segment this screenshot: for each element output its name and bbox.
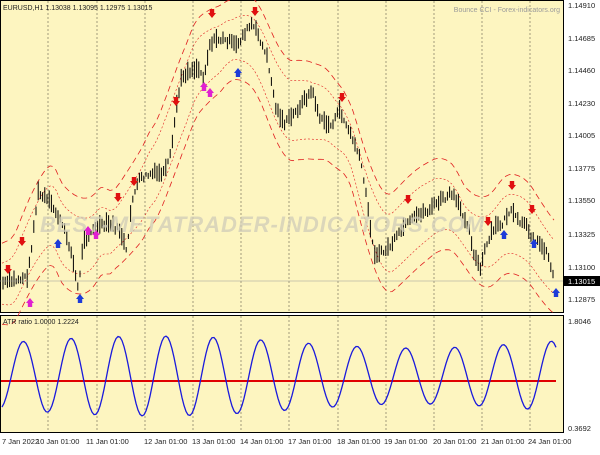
sell-arrow-icon xyxy=(251,7,259,16)
buy-arrow-icon xyxy=(500,230,508,239)
time-label: 20 Jan 01:00 xyxy=(433,437,476,446)
sub-window-frame xyxy=(0,315,564,433)
sell-arrow-icon xyxy=(528,205,536,214)
sell-arrow-icon xyxy=(4,265,12,274)
buy-arrow-icon xyxy=(206,88,214,97)
price-label: 1.12875 xyxy=(568,295,595,304)
buy-arrow-icon xyxy=(200,82,208,91)
time-label: 7 Jan 2022 xyxy=(2,437,39,446)
sub-window-min-label: 0.3692 xyxy=(568,424,591,433)
price-label: 1.13100 xyxy=(568,263,595,272)
price-label: 1.14460 xyxy=(568,66,595,75)
atr-ratio-line xyxy=(1,335,557,417)
sell-arrow-icon xyxy=(18,237,26,246)
time-label: 12 Jan 01:00 xyxy=(144,437,187,446)
price-axis[interactable]: 1.14910 1.14685 1.14460 1.14230 1.14005 … xyxy=(568,1,595,304)
current-price-tag xyxy=(564,276,600,286)
time-label: 18 Jan 01:00 xyxy=(337,437,380,446)
atr-sub-window[interactable] xyxy=(0,315,563,432)
time-label: 11 Jan 01:00 xyxy=(86,437,129,446)
sell-arrow-icon xyxy=(172,97,180,106)
main-chart-area[interactable] xyxy=(0,0,563,312)
atr-ratio-title: ATR ratio 1.0000 1.2224 xyxy=(3,319,79,326)
price-label: 1.14685 xyxy=(568,34,595,43)
buy-arrow-icon xyxy=(92,230,100,239)
time-label: 24 Jan 01:00 xyxy=(528,437,571,446)
time-label: 10 Jan 01:00 xyxy=(36,437,79,446)
price-candles xyxy=(2,17,554,291)
signal-arrows xyxy=(4,7,560,307)
symbol-info-label: EURUSD,H1 1.13038 1.13095 1.12975 1.1301… xyxy=(3,5,153,12)
watermark-text: BEST-METATRADER-INDICATORS.COM xyxy=(40,212,485,237)
envelope-bands xyxy=(1,0,555,326)
upper-outer-band xyxy=(1,0,555,244)
sell-arrow-icon xyxy=(130,177,138,186)
buy-arrow-icon xyxy=(234,68,242,77)
time-label: 21 Jan 01:00 xyxy=(481,437,524,446)
buy-arrow-icon xyxy=(54,239,62,248)
sell-arrow-icon xyxy=(208,9,216,18)
sell-arrow-icon xyxy=(338,93,346,102)
lower-outer-band xyxy=(1,79,555,326)
time-label: 17 Jan 01:00 xyxy=(288,437,331,446)
indicator-brand-label: Bounce CCI - Forex-indicators.org xyxy=(454,7,560,14)
sell-arrow-icon xyxy=(404,195,412,204)
buy-arrow-icon xyxy=(530,239,538,248)
price-label: 1.14910 xyxy=(568,1,595,10)
price-label: 1.13325 xyxy=(568,230,595,239)
time-label: 13 Jan 01:00 xyxy=(192,437,235,446)
buy-arrow-icon xyxy=(84,226,92,235)
time-label: 14 Jan 01:00 xyxy=(240,437,283,446)
main-chart-frame xyxy=(0,0,564,313)
time-axis[interactable]: 7 Jan 2022 10 Jan 01:00 11 Jan 01:00 12 … xyxy=(2,437,571,446)
price-label: 1.13550 xyxy=(568,196,595,205)
time-label: 19 Jan 01:00 xyxy=(384,437,427,446)
upper-inner-band xyxy=(1,14,555,264)
sub-window-max-label: 1.8046 xyxy=(568,317,591,326)
current-price-label: 1.13015 xyxy=(568,277,595,286)
price-label: 1.14230 xyxy=(568,99,595,108)
buy-arrow-icon xyxy=(552,288,560,297)
buy-arrow-icon xyxy=(76,294,84,303)
price-label: 1.14005 xyxy=(568,131,595,140)
buy-arrow-icon xyxy=(26,298,34,307)
atr-ratio-plot xyxy=(1,335,557,417)
sell-arrow-icon xyxy=(508,181,516,190)
sell-arrow-icon xyxy=(484,217,492,226)
price-label: 1.13775 xyxy=(568,164,595,173)
sell-arrow-icon xyxy=(114,193,122,202)
lower-inner-band xyxy=(1,59,555,306)
